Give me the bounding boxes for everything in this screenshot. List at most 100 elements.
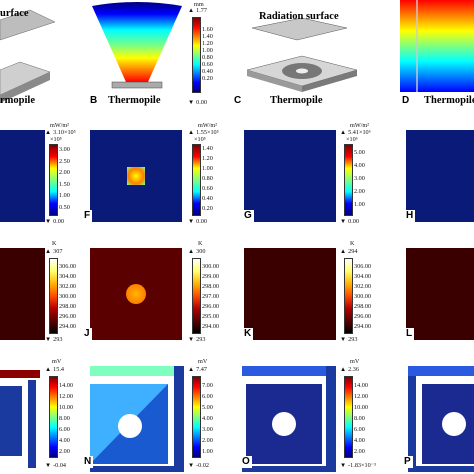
panel-letter-o: O [240,456,252,468]
panel-g-ticks: 5.00 4.00 3.00 2.00 1.00 [354,149,365,208]
panel-o-map [242,366,336,472]
panel-n-min: -0.02 [188,462,209,469]
panel-o-ticks: 14.00 12.00 10.00 8.00 6.00 4.00 2.00 [354,382,368,455]
panel-j-max: 300 [188,248,205,255]
panel-i-colorbar [49,258,58,334]
panel-j-map [90,248,182,340]
panel-letter-j: J [82,328,92,340]
panel-e-colorbar [49,144,58,216]
panel-f-mult: ×10⁵ [194,136,206,143]
panel-e-ticks: 3.00 2.50 2.00 1.50 1.00 0.50 [59,146,70,211]
panel-a-figure [0,9,56,103]
panel-m-min: -0.04 [45,462,66,469]
panel-n-max: 7.47 [188,366,207,373]
panel-h: H [398,122,474,230]
panel-j-colorbar [192,258,201,334]
panel-d: D Thermopile [398,0,474,115]
panel-j-unit: K [198,240,203,247]
panel-f-min: 0.00 [188,218,207,225]
panel-f-map [90,130,182,222]
panel-letter-f: F [82,210,93,222]
panel-letter-p: P [402,456,413,468]
panel-n-unit: mV [198,358,208,365]
panel-letter-n: N [82,456,94,468]
panel-c-label: Thermopile [270,95,323,106]
panel-o-unit: mV [350,358,360,365]
panel-g: G mW/m² 5.41×10⁶ ×10⁶ 5.004.003.00 2.001… [232,122,382,230]
panel-b-ticks: 1.60 1.40 1.20 1.00 0.80 0.60 0.40 0.20 [202,26,213,82]
panel-e-min: 0.00 [45,218,64,225]
panel-e-max: 3.10×10⁵ [45,129,76,136]
panel-m-max: 15.4 [45,366,64,373]
panel-f-colorbar [192,144,201,216]
panel-n-ticks: 7.00 6.00 5.00 4.00 3.00 2.00 1.00 [202,382,213,455]
panel-f: F mW/m² 1.55×10⁵ ×10⁵ 1.401.201.000.80 0… [82,122,232,230]
panel-h-map [406,130,474,222]
panel-a-top-label: urface [0,8,29,19]
panel-letter-b: B [88,95,100,107]
panel-p: P [398,358,474,474]
panel-f-ticks: 1.40 1.20 1.00 0.80 0.60 0.40 0.20 [202,145,213,212]
panel-p-map [408,366,474,472]
panel-n: N mV 7.47 7.006.005.004.00 3.002.001.00 … [82,358,232,474]
panel-o-max: 2.36 [340,366,359,373]
panel-k-min: 293 [340,336,357,343]
panel-a: urface rmopile [0,0,80,115]
panel-i-ticks: 306.00 304.00 302.00 300.00 298.00 296.00 294… [59,263,77,330]
panel-k-colorbar [344,258,353,334]
panel-m-colorbar [49,376,58,458]
panel-letter-g: G [242,210,254,222]
panel-c: Radiation surface C Thermopile [232,0,392,115]
panel-g-unit: mW/m² [350,122,370,129]
panel-k-unit: K [350,240,355,247]
panel-f-max: 1.55×10⁵ [188,129,219,136]
panel-c-top-label: Radiation surface [259,11,339,22]
panel-m-ticks: 14.00 12.00 10.00 8.00 6.00 4.00 2.00 [59,382,73,455]
panel-b-unit: mm [194,1,204,8]
panel-letter-k: K [242,328,254,340]
panel-j-min: 293 [188,336,205,343]
panel-b: B Thermopile mm 1.77 1.601.401.201.00 0.… [82,0,222,115]
panel-g-map [244,130,336,222]
panel-d-label: Thermopile [424,95,474,106]
panel-b-label: Thermopile [108,95,161,106]
panel-d-figure [400,0,474,92]
panel-b-figure [92,2,182,89]
panel-i-min: 293 [45,336,62,343]
panel-n-colorbar [192,376,201,458]
panel-b-colorbar [192,17,201,93]
panel-letter-h: H [404,210,416,222]
panel-g-max: 5.41×10⁶ [340,129,371,136]
panel-n-map [90,366,184,472]
panel-k-map [244,248,336,340]
panel-c-figure [246,17,358,92]
panel-k-max: 294 [340,248,357,255]
panel-e-unit: mW/m² [50,122,70,129]
panel-letter-d: D [400,95,412,107]
panel-i-unit: K [52,240,57,247]
panel-g-mult: ×10⁶ [346,136,358,143]
panel-l-map [406,248,474,340]
panel-o-colorbar [344,376,353,458]
panel-m-unit: mV [52,358,62,365]
panel-letter-l: L [404,328,415,340]
panel-k-ticks: 306.00 304.00 302.00 300.00 298.00 296.00 294… [354,263,372,330]
panel-g-colorbar [344,144,353,216]
panel-f-unit: mW/m² [198,122,218,129]
panel-o-min: -1.83×10⁻³ [340,462,376,469]
panel-a-bottom-label: rmopile [0,95,35,106]
panel-b-max: 1.77 [188,7,207,14]
panel-g-min: 0.00 [340,218,359,225]
panel-letter-c: C [232,95,244,107]
panel-e-mult: ×10⁵ [50,136,62,143]
panel-b-min: 0.00 [188,99,207,106]
panel-e-heatflux: mW/m² 3.10×10⁵ ×10⁵ 3.002.502.00 1.501.0… [0,122,80,230]
panel-i-max: 307 [45,248,62,255]
panel-l: L [398,240,474,348]
panel-j-ticks: 300.00 299.00 298.00 297.00 296.00 295.00 294… [202,263,220,330]
